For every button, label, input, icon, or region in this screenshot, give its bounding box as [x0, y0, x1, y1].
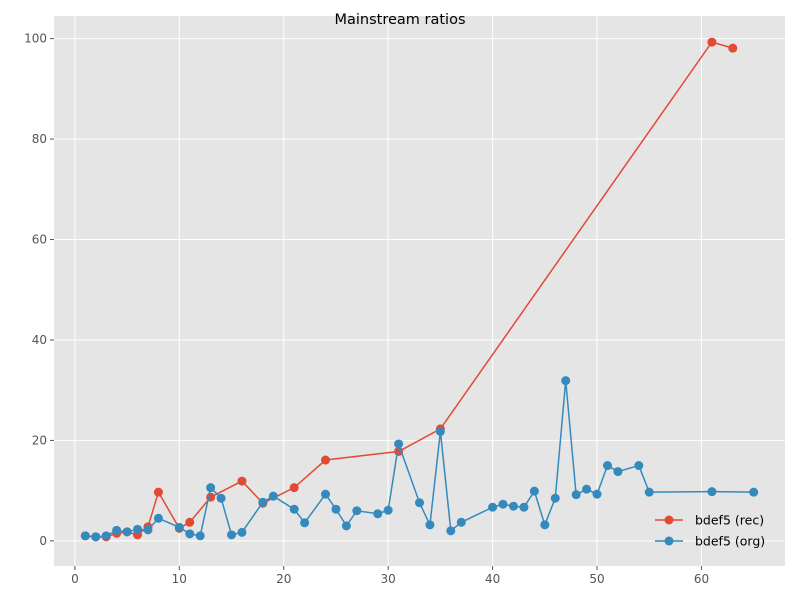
data-point	[352, 506, 362, 516]
data-point	[80, 531, 90, 541]
data-point	[300, 518, 310, 528]
data-point	[425, 520, 435, 530]
data-point	[185, 529, 195, 539]
series-bdef5-org	[80, 376, 759, 542]
data-point	[258, 497, 268, 507]
legend-item: bdef5 (org)	[655, 534, 765, 549]
y-tick-label: 80	[32, 132, 47, 146]
y-tick-label: 60	[32, 233, 47, 247]
data-point	[268, 491, 278, 501]
data-point	[112, 525, 122, 535]
data-point	[341, 521, 351, 531]
data-point	[153, 513, 163, 523]
data-point	[571, 490, 581, 500]
x-tick-label: 10	[172, 572, 187, 586]
data-point	[644, 487, 654, 497]
data-point	[592, 489, 602, 499]
data-point	[446, 526, 456, 536]
y-tick-label: 40	[32, 333, 47, 347]
data-point	[206, 483, 216, 493]
legend: bdef5 (rec) bdef5 (org)	[655, 513, 765, 549]
x-tick-label: 0	[71, 572, 79, 586]
data-point	[529, 486, 539, 496]
data-point	[415, 498, 424, 508]
legend-label: bdef5 (org)	[695, 534, 765, 549]
data-point	[122, 527, 132, 537]
data-point	[582, 484, 592, 494]
data-point	[561, 376, 571, 386]
series-layer	[80, 37, 759, 542]
data-point	[321, 455, 331, 465]
data-point	[237, 527, 247, 537]
data-point	[321, 489, 331, 499]
data-point	[540, 520, 550, 530]
data-point	[435, 426, 445, 436]
data-point	[602, 461, 612, 471]
x-tick-label: 50	[589, 572, 604, 586]
data-point	[508, 501, 518, 511]
y-tick-label: 20	[32, 433, 47, 447]
data-point	[101, 531, 111, 541]
data-point	[143, 525, 153, 535]
data-point	[707, 37, 717, 47]
y-tick-label: 0	[39, 534, 47, 548]
data-point	[456, 517, 466, 527]
data-point	[488, 502, 498, 512]
data-point	[749, 487, 759, 497]
grid-lines	[54, 16, 785, 566]
plot-background	[54, 16, 785, 566]
data-point	[373, 509, 383, 519]
data-point	[519, 502, 529, 512]
data-point	[613, 467, 623, 477]
x-tick-label: 60	[694, 572, 709, 586]
data-point	[216, 493, 226, 503]
data-point	[91, 532, 101, 542]
x-tick-label: 40	[485, 572, 500, 586]
data-point	[550, 493, 560, 503]
legend-item: bdef5 (rec)	[655, 513, 764, 528]
data-point	[331, 504, 341, 514]
legend-label: bdef5 (rec)	[695, 513, 764, 528]
legend-marker	[664, 536, 674, 546]
data-point	[289, 483, 299, 493]
data-point	[185, 517, 195, 527]
legend-marker	[664, 515, 674, 525]
chart-title: Mainstream ratios	[334, 12, 465, 28]
data-point	[227, 530, 237, 540]
x-axis-ticks: 0 10 20 30 40 50 60	[71, 566, 709, 586]
y-axis-ticks: 0 20 40 60 80 100	[24, 32, 54, 548]
data-point	[394, 439, 404, 449]
data-point	[153, 487, 163, 497]
data-point	[289, 504, 299, 514]
x-tick-label: 30	[381, 572, 396, 586]
data-point	[383, 505, 393, 515]
data-point	[728, 43, 738, 53]
data-point	[133, 524, 143, 534]
x-tick-label: 20	[276, 572, 291, 586]
data-point	[237, 476, 247, 486]
data-point	[195, 531, 205, 541]
data-point	[174, 522, 184, 532]
y-tick-label: 100	[24, 32, 47, 46]
data-point	[498, 499, 508, 509]
data-point	[634, 461, 644, 471]
data-point	[707, 487, 717, 497]
